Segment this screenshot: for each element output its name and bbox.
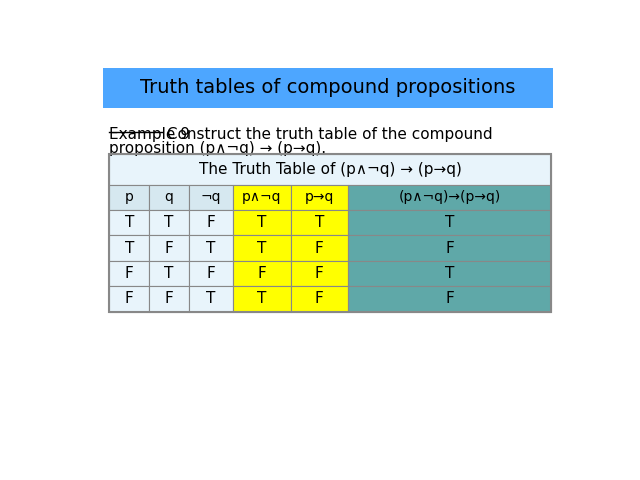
Text: F: F xyxy=(125,266,134,281)
Text: ¬q: ¬q xyxy=(201,191,221,204)
FancyBboxPatch shape xyxy=(189,210,233,236)
Text: T: T xyxy=(257,240,266,256)
FancyBboxPatch shape xyxy=(149,286,189,312)
FancyBboxPatch shape xyxy=(109,286,149,312)
FancyBboxPatch shape xyxy=(109,261,149,286)
FancyBboxPatch shape xyxy=(348,261,551,286)
Text: T: T xyxy=(257,291,266,307)
Text: Example 9: Example 9 xyxy=(109,127,191,142)
FancyBboxPatch shape xyxy=(291,236,348,261)
Text: F: F xyxy=(315,240,324,256)
FancyBboxPatch shape xyxy=(291,286,348,312)
FancyBboxPatch shape xyxy=(103,68,553,108)
FancyBboxPatch shape xyxy=(291,261,348,286)
Text: F: F xyxy=(164,291,173,307)
Text: F: F xyxy=(164,240,173,256)
FancyBboxPatch shape xyxy=(189,185,233,210)
Text: T: T xyxy=(445,215,454,230)
Text: proposition (p∧¬q) → (p→q).: proposition (p∧¬q) → (p→q). xyxy=(109,141,326,156)
Text: F: F xyxy=(445,291,454,307)
FancyBboxPatch shape xyxy=(291,210,348,236)
FancyBboxPatch shape xyxy=(233,185,291,210)
FancyBboxPatch shape xyxy=(189,261,233,286)
FancyBboxPatch shape xyxy=(189,286,233,312)
Text: T: T xyxy=(125,215,134,230)
FancyBboxPatch shape xyxy=(348,236,551,261)
FancyBboxPatch shape xyxy=(149,261,189,286)
Text: p∧¬q: p∧¬q xyxy=(242,191,282,204)
FancyBboxPatch shape xyxy=(348,286,551,312)
FancyBboxPatch shape xyxy=(233,261,291,286)
Text: F: F xyxy=(125,291,134,307)
Text: p: p xyxy=(125,191,134,204)
Text: The Truth Table of (p∧¬q) → (p→q): The Truth Table of (p∧¬q) → (p→q) xyxy=(199,162,462,177)
FancyBboxPatch shape xyxy=(189,236,233,261)
Text: T: T xyxy=(315,215,324,230)
Text: F: F xyxy=(257,266,266,281)
FancyBboxPatch shape xyxy=(109,154,551,185)
FancyBboxPatch shape xyxy=(149,210,189,236)
Text: F: F xyxy=(207,266,216,281)
Text: T: T xyxy=(164,266,174,281)
Text: T: T xyxy=(257,215,266,230)
FancyBboxPatch shape xyxy=(233,286,291,312)
FancyBboxPatch shape xyxy=(348,185,551,210)
Text: Truth tables of compound propositions: Truth tables of compound propositions xyxy=(140,78,516,97)
Text: F: F xyxy=(315,291,324,307)
FancyBboxPatch shape xyxy=(109,185,149,210)
Text: T: T xyxy=(206,291,216,307)
FancyBboxPatch shape xyxy=(233,210,291,236)
FancyBboxPatch shape xyxy=(233,236,291,261)
Text: Construct the truth table of the compound: Construct the truth table of the compoun… xyxy=(162,127,493,142)
Text: T: T xyxy=(206,240,216,256)
FancyBboxPatch shape xyxy=(348,210,551,236)
Text: F: F xyxy=(315,266,324,281)
Text: T: T xyxy=(125,240,134,256)
FancyBboxPatch shape xyxy=(149,185,189,210)
Text: q: q xyxy=(164,191,173,204)
Text: F: F xyxy=(207,215,216,230)
FancyBboxPatch shape xyxy=(149,236,189,261)
Text: p→q: p→q xyxy=(305,191,334,204)
Text: F: F xyxy=(445,240,454,256)
Text: (p∧¬q)→(p→q): (p∧¬q)→(p→q) xyxy=(399,191,500,204)
FancyBboxPatch shape xyxy=(109,210,149,236)
FancyBboxPatch shape xyxy=(291,185,348,210)
FancyBboxPatch shape xyxy=(109,236,149,261)
Text: T: T xyxy=(164,215,174,230)
Text: T: T xyxy=(445,266,454,281)
